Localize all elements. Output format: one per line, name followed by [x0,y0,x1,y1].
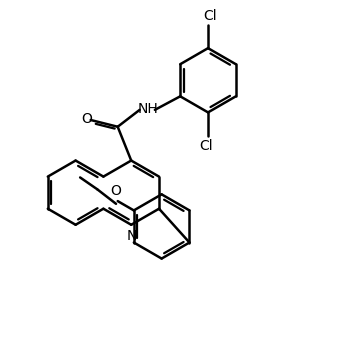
Text: Cl: Cl [200,139,213,153]
Text: O: O [81,112,92,126]
Text: O: O [110,185,121,198]
Text: NH: NH [138,102,159,116]
Text: Cl: Cl [203,9,217,23]
Text: N: N [126,229,137,243]
